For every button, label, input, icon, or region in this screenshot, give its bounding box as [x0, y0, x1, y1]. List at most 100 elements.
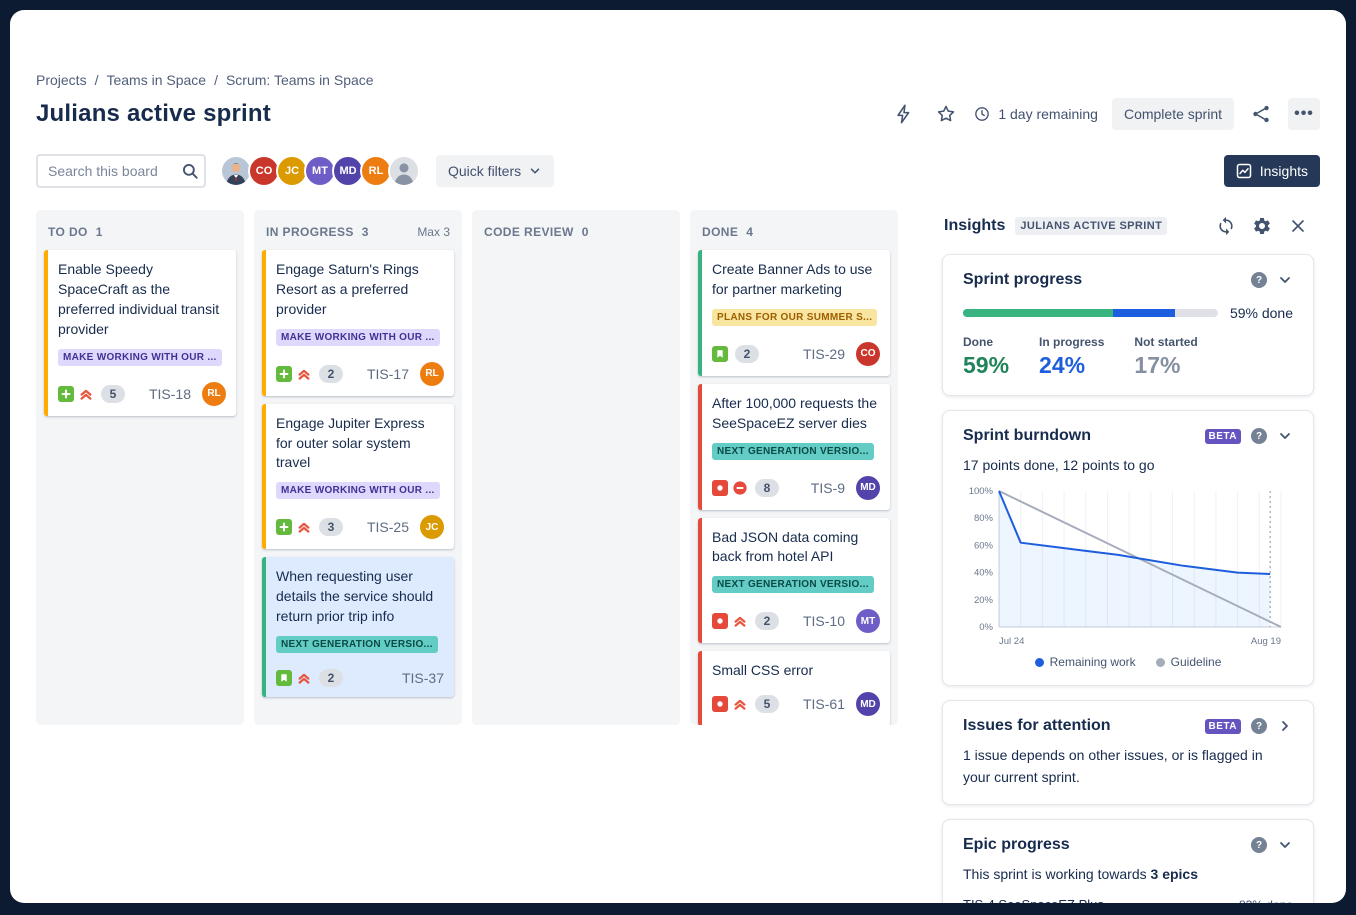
issue-title: When requesting user details the service…	[276, 568, 434, 624]
column-header: DONE 4	[690, 210, 898, 250]
chevron-down-icon[interactable]	[1277, 837, 1293, 853]
help-icon[interactable]: ?	[1251, 272, 1267, 288]
epic-label-chip[interactable]: NEXT GENERATION VERSIO...	[276, 635, 438, 653]
insights-panel-title: Insights	[944, 217, 1006, 234]
chevron-down-icon[interactable]	[1277, 428, 1293, 444]
app-window: Projects / Teams in Space / Scrum: Teams in …	[10, 10, 1346, 903]
help-icon[interactable]: ?	[1251, 428, 1267, 444]
epic-label-chip[interactable]: MAKE WORKING WITH OUR ...	[276, 482, 440, 500]
stat-done-label: Done	[963, 335, 993, 349]
breadcrumb-item[interactable]: Projects	[36, 72, 87, 88]
star-icon[interactable]	[931, 99, 961, 129]
assignee-avatar-rl[interactable]: RL	[420, 361, 444, 386]
new-feature-icon	[58, 385, 74, 402]
help-icon[interactable]: ?	[1251, 837, 1267, 854]
column-count: 0	[581, 225, 589, 239]
issue-card-tis-9[interactable]: After 100,000 requests the SeeSpaceEZ se…	[698, 383, 890, 510]
column-count: 1	[95, 225, 103, 239]
user-avatar-rl[interactable]: RL	[360, 155, 392, 187]
board-column-code-review: CODE REVIEW 0	[472, 210, 680, 725]
bug-icon	[712, 479, 728, 496]
epic-name[interactable]: TIS-4 SeeSpaceEZ Plus	[963, 897, 1104, 903]
share-icon[interactable]	[1246, 99, 1276, 129]
help-icon[interactable]: ?	[1251, 718, 1267, 734]
progress-done-segment	[963, 309, 1114, 317]
more-menu-button[interactable]: •••	[1288, 98, 1320, 130]
breadcrumb-separator: /	[214, 72, 218, 88]
assignee-avatar-jc[interactable]: JC	[420, 515, 444, 540]
complete-sprint-button[interactable]: Complete sprint	[1111, 98, 1234, 130]
issue-card-footer: 5 TIS-61 MD	[712, 692, 880, 717]
epic-lead-text: This sprint is working towards	[963, 866, 1147, 883]
epic-label-chip[interactable]: MAKE WORKING WITH OUR ...	[58, 348, 222, 366]
issue-key: TIS-61	[802, 696, 845, 713]
lightning-icon[interactable]	[889, 99, 919, 129]
breadcrumb-item[interactable]: Scrum: Teams in Space	[225, 72, 374, 88]
epic-label-row: MAKE WORKING WITH OUR ...	[58, 348, 226, 371]
chart-icon	[1236, 163, 1252, 179]
issue-title: Enable Speedy SpaceCraft as the preferre…	[58, 261, 220, 337]
issue-card-footer: 2 TIS-37	[276, 668, 444, 687]
issue-card-tis-37[interactable]: When requesting user details the service…	[262, 557, 454, 697]
insights-panel: Insights JULIANS ACTIVE SPRINT	[942, 210, 1314, 903]
quick-filters-button[interactable]: Quick filters	[436, 155, 555, 187]
epic-label-chip[interactable]: MAKE WORKING WITH OUR ...	[276, 328, 440, 346]
svg-text:Aug 19: Aug 19	[1251, 636, 1281, 647]
refresh-icon[interactable]	[1212, 212, 1240, 240]
insights-toggle-button[interactable]: Insights	[1223, 155, 1320, 187]
chevron-right-icon[interactable]	[1277, 718, 1293, 734]
issue-card-tis-17[interactable]: Engage Saturn's Rings Resort as a prefer…	[262, 250, 454, 396]
close-icon[interactable]	[1284, 212, 1312, 240]
assignee-avatar-md[interactable]: MD	[856, 692, 880, 717]
story-icon	[712, 345, 728, 362]
sprint-burndown-icons: BETA ?	[1204, 428, 1293, 444]
issue-key: TIS-25	[366, 519, 409, 536]
epic-lead-count: 3 epics	[1150, 866, 1198, 883]
assignee-avatar-mt[interactable]: MT	[856, 609, 880, 634]
new-feature-icon	[276, 519, 292, 536]
epic-label-chip[interactable]: PLANS FOR OUR SUMMER S...	[712, 308, 878, 326]
search-input[interactable]	[36, 154, 206, 188]
epic-progress-icons: ?	[1251, 837, 1293, 854]
priority-highest-icon	[732, 696, 748, 712]
breadcrumb-item[interactable]: Teams in Space	[106, 72, 207, 88]
column-count: 3	[361, 225, 369, 239]
epic-label-chip[interactable]: NEXT GENERATION VERSIO...	[712, 442, 874, 460]
assignee-avatar-co[interactable]: CO	[856, 341, 880, 366]
svg-text:40%: 40%	[974, 568, 994, 579]
issue-key: TIS-37	[401, 669, 444, 686]
card-accent-strip	[44, 250, 48, 416]
user-avatar-co[interactable]: CO	[248, 155, 280, 187]
stat-not-started: Not started 17%	[1134, 335, 1197, 379]
progress-inprogress-segment	[1113, 309, 1175, 317]
epic-label-chip[interactable]: NEXT GENERATION VERSIO...	[712, 576, 874, 594]
avatar-group: CO JC MT MD RL	[220, 155, 420, 187]
issue-card-tis-18[interactable]: Enable Speedy SpaceCraft as the preferre…	[44, 250, 236, 416]
issue-card-tis-61[interactable]: Small CSS error 5 TIS-61 MD	[698, 651, 890, 725]
assignee-avatar-rl[interactable]: RL	[202, 381, 226, 406]
breadcrumb-separator: /	[94, 72, 99, 88]
settings-gear-icon[interactable]	[1248, 212, 1276, 240]
chevron-down-icon[interactable]	[1277, 272, 1293, 288]
time-remaining-label: 1 day remaining	[998, 106, 1098, 122]
issues-attention-header: Issues for attention BETA ?	[963, 717, 1293, 735]
anonymous-avatar-icon[interactable]	[388, 155, 420, 187]
svg-text:0%: 0%	[979, 622, 993, 633]
sprint-progress-card: Sprint progress ? 59% d	[942, 254, 1314, 396]
issue-key: TIS-29	[802, 345, 845, 362]
assignee-avatar-md[interactable]: MD	[856, 475, 880, 500]
priority-highest-icon	[78, 386, 94, 402]
new-feature-icon	[276, 365, 292, 382]
priority-highest-icon	[732, 613, 748, 629]
issue-card-tis-10[interactable]: Bad JSON data coming back from hotel API…	[698, 517, 890, 644]
estimate-badge: 3	[319, 518, 343, 537]
issue-card-tis-29[interactable]: Create Banner Ads to use for partner mar…	[698, 250, 890, 376]
estimate-badge: 2	[735, 344, 759, 363]
insights-panel-icons	[1212, 212, 1312, 240]
issue-card-tis-25[interactable]: Engage Jupiter Express for outer solar s…	[262, 403, 454, 550]
user-avatar-photo[interactable]	[220, 155, 252, 187]
burndown-chart: 0% 20% 40% 60% 80% 100% Jul 24 Aug 19	[969, 486, 1282, 647]
sprint-progress-header: Sprint progress ?	[963, 271, 1293, 289]
card-accent-strip	[698, 517, 702, 644]
priority-blocker-icon	[732, 480, 748, 496]
